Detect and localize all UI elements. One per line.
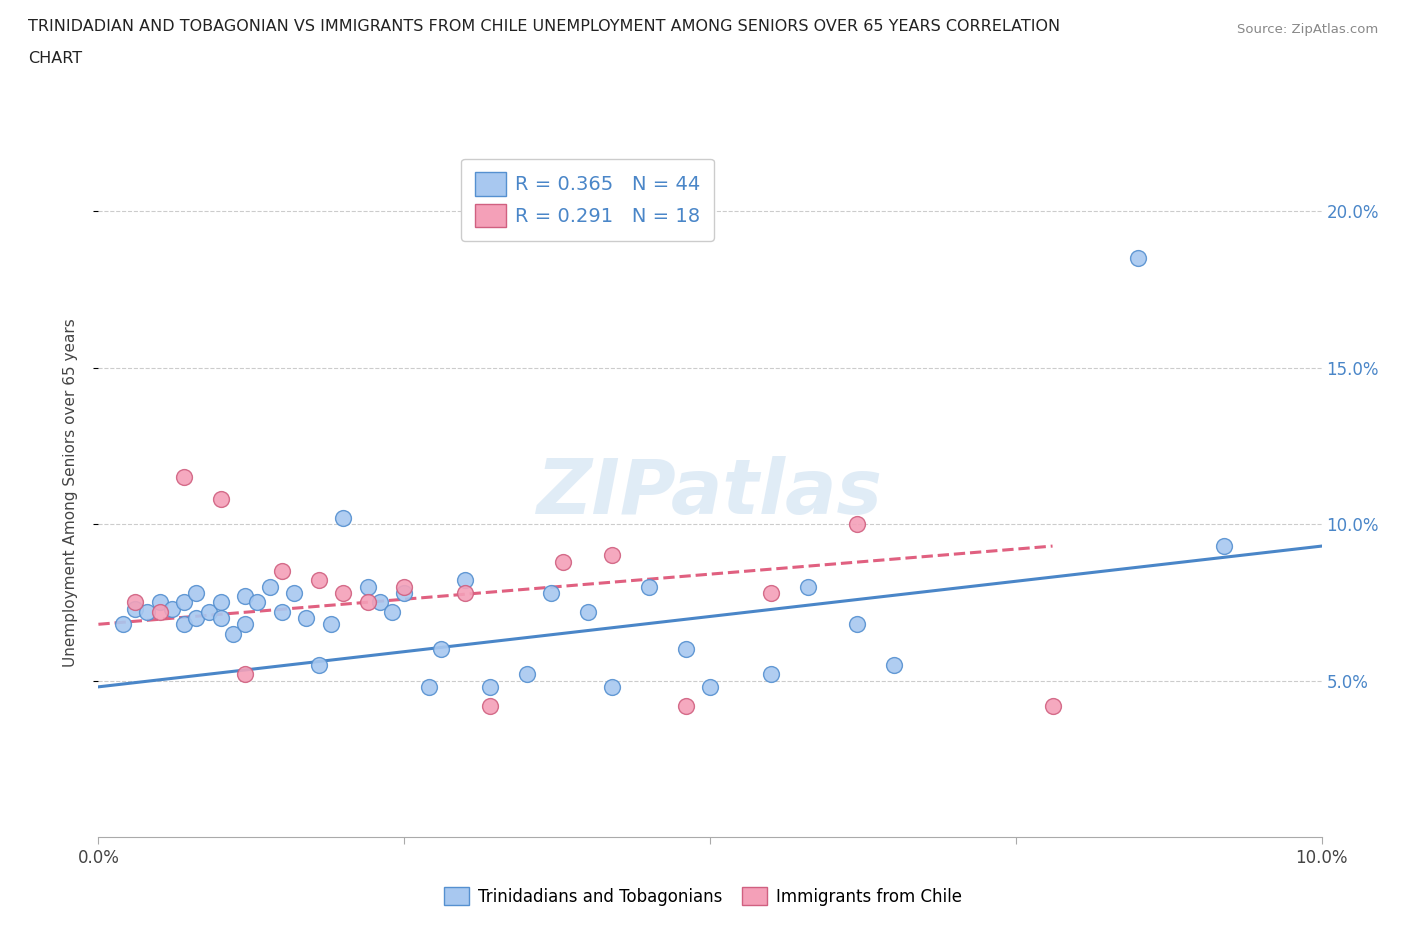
Point bbox=[759, 586, 782, 601]
Point bbox=[516, 667, 538, 682]
Point bbox=[186, 586, 208, 601]
Point bbox=[295, 611, 318, 626]
Point bbox=[600, 680, 623, 695]
Point bbox=[368, 595, 391, 610]
Legend: R = 0.365   N = 44, R = 0.291   N = 18: R = 0.365 N = 44, R = 0.291 N = 18 bbox=[461, 158, 714, 241]
Point bbox=[699, 680, 721, 695]
Text: ZIPatlas: ZIPatlas bbox=[537, 456, 883, 530]
Text: Source: ZipAtlas.com: Source: ZipAtlas.com bbox=[1237, 23, 1378, 36]
Point bbox=[173, 617, 195, 631]
Point bbox=[478, 680, 501, 695]
Point bbox=[1128, 251, 1150, 266]
Point bbox=[149, 595, 172, 610]
Point bbox=[392, 579, 416, 594]
Point bbox=[759, 667, 782, 682]
Text: TRINIDADIAN AND TOBAGONIAN VS IMMIGRANTS FROM CHILE UNEMPLOYMENT AMONG SENIORS O: TRINIDADIAN AND TOBAGONIAN VS IMMIGRANTS… bbox=[28, 19, 1060, 33]
Point bbox=[454, 586, 477, 601]
Point bbox=[675, 698, 697, 713]
Point bbox=[332, 511, 354, 525]
Point bbox=[173, 470, 195, 485]
Point bbox=[186, 611, 208, 626]
Point bbox=[845, 517, 868, 532]
Point bbox=[381, 604, 404, 619]
Point bbox=[149, 604, 172, 619]
Point bbox=[454, 573, 477, 588]
Point bbox=[356, 579, 378, 594]
Point bbox=[1212, 538, 1234, 553]
Point bbox=[356, 595, 378, 610]
Point bbox=[209, 492, 232, 507]
Point bbox=[233, 667, 256, 682]
Point bbox=[173, 595, 195, 610]
Point bbox=[675, 642, 697, 657]
Point bbox=[319, 617, 342, 631]
Point bbox=[576, 604, 599, 619]
Point bbox=[478, 698, 501, 713]
Point bbox=[797, 579, 820, 594]
Text: CHART: CHART bbox=[28, 51, 82, 66]
Point bbox=[270, 564, 292, 578]
Point bbox=[308, 573, 330, 588]
Point bbox=[637, 579, 661, 594]
Point bbox=[209, 611, 232, 626]
Point bbox=[845, 617, 868, 631]
Point bbox=[553, 554, 575, 569]
Point bbox=[430, 642, 453, 657]
Point bbox=[392, 586, 416, 601]
Point bbox=[1042, 698, 1064, 713]
Point bbox=[883, 658, 905, 672]
Point bbox=[209, 595, 232, 610]
Point bbox=[222, 626, 245, 641]
Point bbox=[246, 595, 269, 610]
Point bbox=[233, 617, 256, 631]
Point bbox=[283, 586, 305, 601]
Point bbox=[332, 586, 354, 601]
Y-axis label: Unemployment Among Seniors over 65 years: Unemployment Among Seniors over 65 years bbox=[63, 319, 77, 668]
Point bbox=[111, 617, 134, 631]
Point bbox=[308, 658, 330, 672]
Point bbox=[124, 601, 146, 616]
Point bbox=[600, 548, 623, 563]
Point bbox=[136, 604, 159, 619]
Point bbox=[124, 595, 146, 610]
Point bbox=[233, 589, 256, 604]
Legend: Trinidadians and Tobagonians, Immigrants from Chile: Trinidadians and Tobagonians, Immigrants… bbox=[437, 881, 969, 912]
Point bbox=[270, 604, 292, 619]
Point bbox=[418, 680, 440, 695]
Point bbox=[540, 586, 562, 601]
Point bbox=[259, 579, 281, 594]
Point bbox=[197, 604, 219, 619]
Point bbox=[160, 601, 183, 616]
